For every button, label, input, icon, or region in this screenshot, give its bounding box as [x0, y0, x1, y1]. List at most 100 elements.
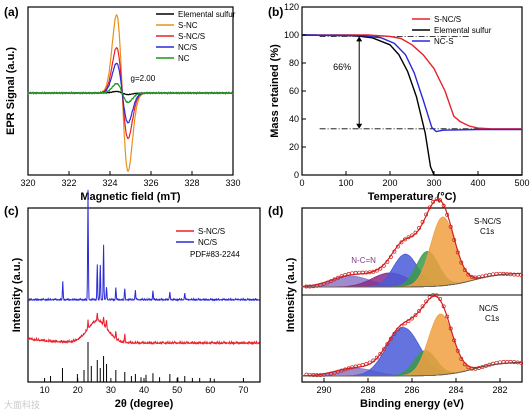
panel-c-xtick-label: 50 [172, 385, 182, 395]
xps-data-point [459, 260, 464, 265]
xps-data-point [392, 249, 397, 254]
xps-data-point [332, 277, 337, 282]
xps-data-point [371, 269, 376, 274]
xps-data-point [420, 304, 425, 309]
panel-b-xtick-label: 300 [426, 178, 441, 188]
xps-data-point [420, 219, 425, 224]
xps-data-point [462, 362, 467, 367]
xps-data-point [441, 304, 446, 309]
xps-data-point [353, 364, 358, 369]
xps-data-point [392, 331, 397, 336]
xps-data-point [466, 272, 471, 277]
panel-c-xtick-label: 70 [238, 385, 248, 395]
xps-data-point [403, 237, 407, 242]
panel-d-xtick-label: 288 [360, 385, 375, 395]
panel-c: 10 20 30 40 50 60 70 2θ (degree) Intensity (a.u.… [11, 189, 261, 410]
xps-background-line [302, 273, 520, 288]
xps-data-point [434, 197, 439, 202]
panel-a-y-axis-label: EPR Signal (a.u.) [5, 47, 17, 135]
xps-data-point [413, 313, 418, 318]
tga-annotation: 66% [333, 62, 351, 72]
xps-data-point [448, 326, 453, 331]
tga-arrow-head-up [356, 36, 363, 42]
panel-b-x-axis-label: Temperature (°C) [368, 191, 457, 203]
xps-data-point [367, 360, 372, 365]
panel-b-xtick-label: 100 [338, 178, 353, 188]
xps-data-point [427, 205, 432, 210]
panel-a-xtick-label: 328 [184, 178, 199, 188]
xps-data-point [371, 358, 376, 363]
xps-data-point [385, 259, 390, 264]
xps-data-point [427, 295, 432, 300]
xps-data-point [491, 361, 495, 366]
xps-data-point [381, 263, 386, 268]
xps-data-point [395, 244, 400, 249]
tga-series-line [301, 34, 522, 133]
xps-data-point [332, 370, 337, 375]
tga-arrow-head-down [356, 123, 363, 129]
xrd-sncs-line [27, 312, 260, 346]
panel-d-xtick-label: 286 [404, 385, 419, 395]
xps-annotation: N-C=N [351, 256, 376, 265]
panel-b-y-axis-label: Mass retained (%) [269, 44, 281, 138]
panel-a-xtick-label: 324 [102, 178, 117, 188]
xps-data-point [374, 355, 379, 360]
panel-b-ytick-label: 60 [289, 86, 299, 96]
xps-data-point [395, 327, 400, 332]
xps-data-point [343, 272, 348, 277]
xps-sample-label: S-NC/S [474, 217, 501, 226]
xps-data-point [399, 240, 404, 245]
panel-c-x-axis-label: 2θ (degree) [115, 398, 174, 410]
xps-data-point [438, 297, 443, 301]
xps-data-point [462, 268, 467, 272]
panel-c-plot-frame [27, 207, 261, 383]
panel-a-xtick-label: 326 [143, 178, 158, 188]
xps-data-point [417, 309, 421, 314]
tga-series-line [301, 34, 522, 176]
panel-b-xtick-label: 0 [299, 178, 304, 188]
xps-data-point [459, 356, 464, 361]
panel-b-ytick-label: 100 [284, 30, 299, 40]
xps-data-point [350, 365, 355, 370]
panel-b-ytick-label: 80 [289, 58, 299, 68]
epr-g-annotation: g=2.00 [131, 74, 156, 83]
panel-a-x-axis-label: Magnetic field (mT) [80, 191, 181, 203]
watermark: 大面科技 [4, 401, 41, 411]
xps-data-point [424, 212, 429, 217]
panel-d-letter: (d) [268, 204, 283, 218]
panel-b-legend-label: Elemental sulfur [434, 26, 492, 35]
panel-a-legend-label: S-NC [178, 21, 198, 30]
panel-d-x-axis-label: Binding energy (eV) [360, 398, 464, 410]
xps-data-point [519, 272, 524, 277]
xps-data-point [403, 321, 407, 326]
xps-data-point [445, 212, 450, 217]
panel-d-xtick-label: 290 [316, 385, 331, 395]
xps-data-point [336, 275, 341, 280]
xps-data-point [322, 372, 326, 377]
xps-data-point [378, 266, 383, 271]
panel-d-y-axis-label: Intensity (a.u.) [285, 257, 297, 332]
xps-data-point [388, 255, 393, 259]
panel-c-y-axis-label: Intensity (a.u.) [11, 257, 23, 332]
xps-data-point [385, 342, 390, 346]
xps-data-point [336, 369, 341, 374]
xrd-ncs-line [27, 189, 260, 302]
xps-data-point [388, 336, 393, 341]
xps-data-point [413, 230, 418, 235]
panel-b-ytick-label: 40 [289, 114, 299, 124]
panel-b-letter: (b) [268, 5, 283, 19]
panel-c-legend-label: NC/S [198, 238, 217, 247]
xps-data-point [410, 233, 414, 238]
panel-a-letter: (a) [4, 5, 19, 19]
xps-data-point [445, 314, 450, 319]
xps-data-point [343, 367, 348, 372]
xps-data-point [339, 368, 344, 373]
xps-data-point [406, 235, 411, 240]
xps-data-point [367, 270, 372, 275]
xps-data-point [357, 363, 362, 368]
panel-a-plot-frame [27, 6, 234, 176]
xps-data-point [455, 250, 460, 255]
xps-data-point [374, 268, 379, 273]
tga-series-line [302, 34, 522, 130]
